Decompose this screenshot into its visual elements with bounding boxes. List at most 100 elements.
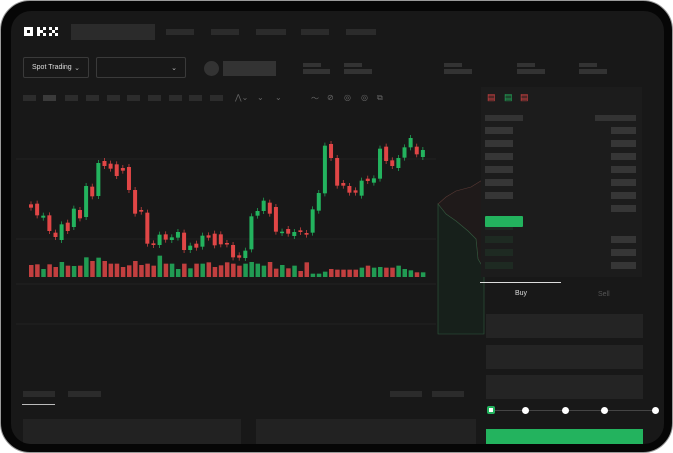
candle-body (273, 207, 278, 232)
slider-stop-25[interactable] (522, 407, 529, 414)
candle-body (286, 229, 291, 234)
chart-type-icon[interactable]: ⋀⌄ (235, 93, 249, 102)
nav-item-4[interactable] (301, 29, 329, 35)
volume-bar (396, 265, 401, 277)
candle-body (402, 147, 407, 158)
slider-stop-75[interactable] (601, 407, 608, 414)
candle-body (145, 212, 150, 244)
book-view-both-icon[interactable]: ▤ (487, 92, 496, 102)
slider-stop-100[interactable] (652, 407, 659, 414)
interval-button-active[interactable] (43, 95, 56, 101)
bid-amount (611, 236, 636, 243)
tab-order-history[interactable] (68, 391, 101, 397)
stat-value (444, 69, 472, 74)
ask-price[interactable] (485, 179, 513, 186)
nav-item-5[interactable] (346, 29, 376, 35)
ask-price[interactable] (485, 192, 513, 199)
volume-bar (329, 269, 334, 277)
interval-button[interactable] (127, 95, 140, 101)
interval-button[interactable] (169, 95, 182, 101)
filter-button[interactable] (390, 391, 422, 397)
candle-body (341, 183, 346, 186)
buy-button[interactable] (486, 429, 643, 444)
ask-amount (611, 205, 636, 212)
volume-bar (390, 267, 395, 277)
volume-bar (163, 263, 169, 277)
ask-price[interactable] (485, 166, 513, 173)
volume-bar (41, 269, 46, 277)
tab-open-orders[interactable] (23, 391, 55, 397)
stat-label (444, 63, 462, 67)
candlestick-chart[interactable] (16, 109, 486, 369)
assets-panel (256, 419, 476, 444)
volume-bar (84, 257, 89, 277)
interval-button[interactable] (210, 95, 223, 101)
orders-panel (23, 419, 241, 444)
search-input[interactable] (71, 24, 155, 40)
volume-bar (157, 255, 163, 277)
interval-button[interactable] (65, 95, 78, 101)
interval-button[interactable] (23, 95, 36, 101)
candle-body (231, 245, 236, 258)
bid-price[interactable] (485, 249, 513, 256)
volume-bar (341, 269, 346, 277)
spot-trading-dropdown[interactable]: Spot Trading ⌄ (23, 57, 89, 78)
camera-icon[interactable]: ◎ (361, 93, 368, 102)
amount-input[interactable] (486, 345, 643, 369)
pair-name (223, 61, 276, 76)
fullscreen-icon[interactable]: ⧉ (377, 93, 383, 102)
tab-sell[interactable]: Sell (598, 291, 610, 298)
candle-body (188, 245, 193, 250)
ask-price[interactable] (485, 140, 513, 147)
okx-logo[interactable] (24, 27, 60, 37)
candle-body (322, 145, 327, 194)
settings-icon[interactable]: ◎ (344, 93, 351, 102)
candle-body (292, 232, 297, 236)
interval-button[interactable] (86, 95, 99, 101)
bid-price[interactable] (485, 262, 513, 269)
interval-button[interactable] (107, 95, 120, 101)
stat-label (579, 63, 597, 67)
book-view-asks-icon[interactable]: ▤ (520, 92, 529, 102)
candle-body (59, 224, 64, 240)
candle-body (120, 168, 125, 171)
last-price-badge (485, 216, 523, 227)
price-input[interactable] (486, 314, 643, 338)
nav-item-2[interactable] (211, 29, 239, 35)
filter-button[interactable] (432, 391, 464, 397)
candle-body (335, 158, 340, 186)
ask-amount (611, 166, 636, 173)
candle-body (126, 167, 131, 190)
slider-stop-50[interactable] (562, 407, 569, 414)
interval-button[interactable] (148, 95, 161, 101)
volume-bar (194, 263, 199, 277)
fx-icon[interactable]: ⌄ (275, 93, 282, 102)
book-view-bids-icon[interactable]: ▤ (504, 92, 513, 102)
volume-bar (255, 263, 261, 277)
interval-button[interactable] (189, 95, 202, 101)
candle-body (102, 161, 107, 166)
slider-track[interactable] (491, 410, 658, 411)
nav-item-1[interactable] (166, 29, 194, 35)
volume-bar (29, 265, 34, 277)
total-input[interactable] (486, 375, 643, 399)
volume-bar (114, 263, 120, 277)
pair-dropdown[interactable]: ⌄ (96, 57, 186, 78)
ruler-icon[interactable]: ⊘ (327, 93, 334, 102)
candle-body (390, 160, 395, 166)
ask-price[interactable] (485, 127, 513, 134)
ask-price[interactable] (485, 153, 513, 160)
candle-body (108, 163, 113, 169)
volume-bar (286, 268, 291, 277)
tab-buy[interactable]: Buy (515, 290, 528, 297)
ask-amount (611, 153, 636, 160)
indicator-icon[interactable]: ⌄ (257, 93, 264, 102)
volume-bar (243, 263, 248, 277)
slider-handle[interactable] (487, 406, 495, 414)
nav-item-3[interactable] (256, 29, 286, 35)
candle-body (218, 234, 223, 245)
spot-trading-label: Spot Trading (32, 64, 72, 71)
bid-price[interactable] (485, 236, 513, 243)
line-tool-icon[interactable]: 〜 (311, 94, 319, 103)
